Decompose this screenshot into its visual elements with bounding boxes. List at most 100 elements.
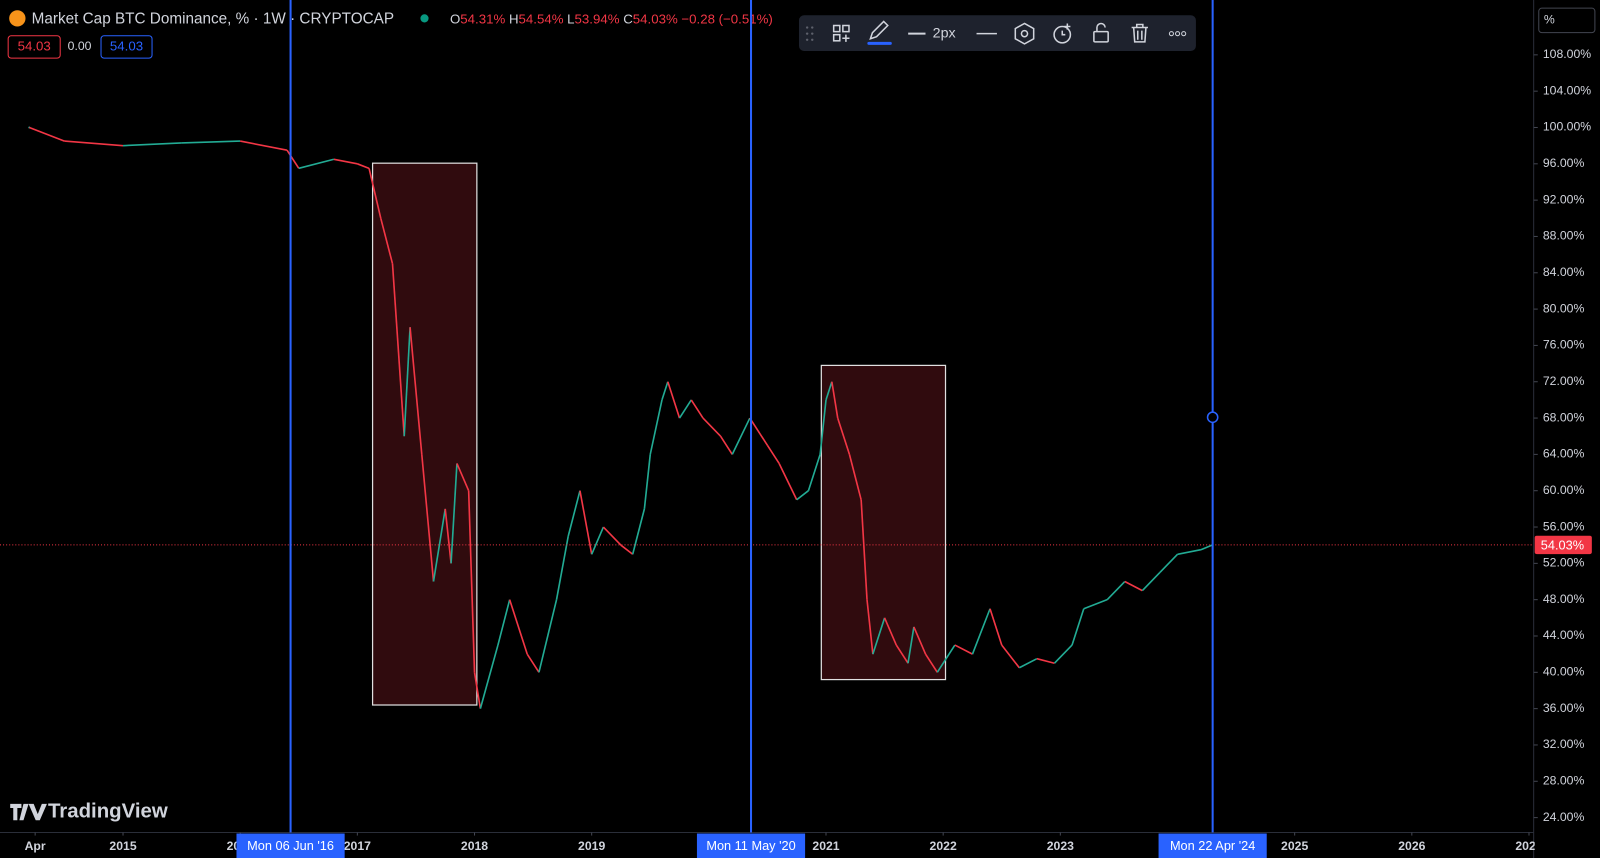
more-button[interactable] [1168,31,1187,37]
x-tick-label: 2025 [1281,839,1308,853]
settings-button[interactable] [1014,22,1035,45]
y-tick-label: 40.00% [1543,665,1585,679]
price-segment [1083,598,1108,610]
ohlc-key: H [509,11,519,26]
width-label[interactable]: 2px [933,25,956,41]
price-segment [555,535,570,600]
date-label: Mon 06 Jun '16 [247,838,334,853]
price-segment [432,508,447,582]
y-tick-label: 28.00% [1543,774,1585,788]
y-tick-label: 96.00% [1543,156,1585,170]
price-segment [848,454,862,500]
price-segment [895,644,909,664]
y-tick-label: 44.00% [1543,628,1585,642]
price-segment [240,140,288,151]
ohlc-key: O [450,11,460,26]
badge [100,35,153,59]
ohlc-change: −0.28 (−0.51%) [681,11,772,26]
x-tick-label: Apr [25,839,46,853]
price-segment [678,399,692,419]
color-button[interactable] [867,20,892,45]
price-segment [649,399,663,455]
y-tick-label: 88.00% [1543,229,1585,243]
x-tick-label: 2019 [578,839,605,853]
y-tick-label: 104.00% [1543,83,1591,97]
price-segment [357,163,370,170]
price-segment [883,617,898,646]
price-segment [28,126,65,142]
price-segment [602,526,622,546]
price-segment [590,526,605,555]
price-segment [819,399,827,455]
price-segment [971,608,991,655]
last-price-label: 54.03% [1541,537,1584,552]
y-tick-label: 32.00% [1543,737,1585,751]
price-axis [1533,0,1600,858]
price-segment [667,381,681,419]
price-segment [526,653,540,673]
toolbar-bg [798,15,1196,52]
price-segment [420,454,435,582]
price-segment [749,417,769,446]
ohlc-value: 54.03% [633,11,678,26]
range-box [820,364,947,681]
price-segment [702,417,722,437]
price-segment [631,508,646,555]
x-tick-label: 2022 [930,839,957,853]
symbol-title[interactable]: Market Cap BTC Dominance, % · 1W · CRYPT… [32,10,394,27]
price-segment [467,490,476,673]
price-segment [1177,548,1202,556]
price-segment [731,417,751,455]
price-segment [64,140,124,147]
line-handle [1206,411,1219,424]
y-tick-label: 92.00% [1543,192,1585,206]
x-tick-label: 2017 [344,839,371,853]
templates-button[interactable] [832,24,850,42]
y-tick-label: 56.00% [1543,519,1585,533]
y-tick-label: 100.00% [1543,120,1591,134]
price-segment [872,617,886,655]
price-segment [989,608,1003,646]
delete-button[interactable] [1131,23,1148,43]
price-segment [450,463,458,564]
price-segment [1106,580,1126,601]
x-tick-label: 2015 [109,839,136,853]
price-segment [122,142,182,147]
y-tick-label: 108.00% [1543,47,1591,61]
alert-button[interactable] [1053,23,1072,44]
price-segment [1159,553,1179,573]
price-segment [719,435,733,455]
ohlc-key: C [623,11,633,26]
axis-corner [1534,833,1600,858]
ohlc: O54.31% H54.54% L53.94% C54.03% −0.28 (−… [450,11,773,26]
price-segment [497,599,511,646]
y-tick-label: 36.00% [1543,701,1585,715]
y-tick-label: 52.00% [1543,556,1585,570]
price-segment [444,508,452,564]
y-tick-label: 72.00% [1543,374,1585,388]
drawing-toolbar: 2px [798,15,1196,52]
date-label-bg [1158,833,1267,858]
price-segment [1053,644,1073,664]
price-segment [936,644,956,673]
y-tick-label: 80.00% [1543,301,1585,315]
scale-button[interactable] [1538,7,1596,34]
watermark: TradingView [10,800,168,822]
price-segment [954,644,973,655]
price-segment [924,653,938,673]
lock-button[interactable] [1093,22,1109,43]
price-segment [538,599,558,673]
ohlc-value: 53.94% [575,11,620,26]
y-tick-label: 64.00% [1543,447,1585,461]
date-label: Mon 11 May '20 [706,838,795,853]
scale-button-label[interactable]: % [1544,13,1555,27]
price-segment [778,463,798,501]
watermark-text: TradingView [48,800,168,822]
date-label: Mon 22 Apr '24 [1170,838,1255,853]
price-segment [866,599,874,655]
plot [0,126,1534,709]
date-label-bg [696,833,806,858]
price-segment [567,490,581,537]
y-tick-label: 60.00% [1543,483,1585,497]
